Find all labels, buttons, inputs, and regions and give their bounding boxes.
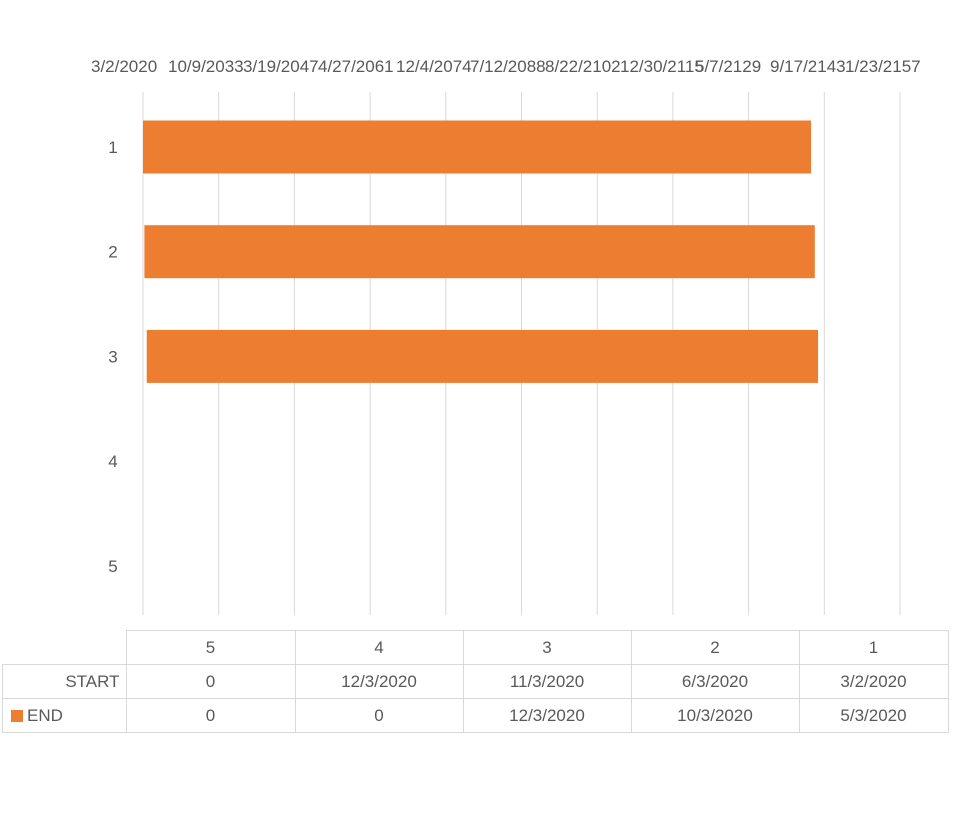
legend-label: END — [27, 705, 63, 725]
end-bar — [143, 120, 812, 174]
legend-key-icon — [11, 710, 23, 723]
category-label: 5 — [108, 557, 117, 576]
table-cell: 0 — [294, 698, 464, 733]
bar-layer — [143, 120, 819, 383]
end-bar — [146, 329, 819, 383]
x-tick-label: 12/4/2074 — [396, 57, 472, 76]
table-cell: 5/3/2020 — [798, 698, 949, 733]
table-cell: 0 — [125, 664, 296, 699]
table-header-cell: 1 — [798, 630, 949, 665]
x-tick-label: 8/22/2102 — [545, 57, 621, 76]
x-tick-label: 10/9/2033 — [168, 57, 244, 76]
table-header-cell: 5 — [125, 630, 296, 665]
table-cell: 10/3/2020 — [630, 698, 800, 733]
table-cell: 0 — [125, 698, 296, 733]
table-row-label-with-key: END — [2, 698, 127, 733]
data-table: 5 4 3 2 1 START 0 12/3/2020 11/3/2020 6/… — [2, 630, 949, 733]
table-header-cell: 4 — [294, 630, 464, 665]
category-label: 2 — [108, 243, 117, 262]
table-cell: 6/3/2020 — [630, 664, 800, 699]
table-row-label: START — [2, 664, 127, 699]
table-header-cell: 3 — [462, 630, 632, 665]
table-row: END 0 0 12/3/2020 10/3/2020 5/3/2020 — [2, 698, 949, 733]
x-tick-label: 3/2/2020 — [91, 57, 157, 76]
table-cell: 12/3/2020 — [462, 698, 632, 733]
x-tick-label: 7/12/2088 — [470, 57, 546, 76]
table-header-row: 5 4 3 2 1 — [2, 630, 949, 665]
category-label: 1 — [108, 138, 117, 157]
table-cell: 11/3/2020 — [462, 664, 632, 699]
x-tick-label: 4/27/2061 — [318, 57, 394, 76]
x-tick-label: 12/30/2115 — [620, 57, 704, 76]
end-bar — [144, 225, 815, 279]
table-corner — [2, 630, 127, 665]
category-label: 4 — [108, 452, 117, 471]
x-tick-label: 1/23/2157 — [845, 57, 921, 76]
category-label-layer: 1 2 3 4 5 — [108, 138, 117, 576]
chart-plot: 3/2/2020 10/9/2033 3/19/2047 4/27/2061 12/4/… — [91, 57, 921, 615]
table-cell: 3/2/2020 — [798, 664, 949, 699]
table-row: START 0 12/3/2020 11/3/2020 6/3/2020 3/2… — [2, 664, 949, 699]
tick-label-layer: 3/2/2020 10/9/2033 3/19/2047 4/27/2061 12/4/… — [91, 57, 921, 76]
category-label: 3 — [108, 347, 117, 366]
table-cell: 12/3/2020 — [294, 664, 464, 699]
x-tick-label: 9/17/2143 — [770, 57, 846, 76]
table-header-cell: 2 — [630, 630, 800, 665]
x-tick-label: 5/7/2129 — [695, 57, 761, 76]
x-tick-label: 3/19/2047 — [243, 57, 319, 76]
